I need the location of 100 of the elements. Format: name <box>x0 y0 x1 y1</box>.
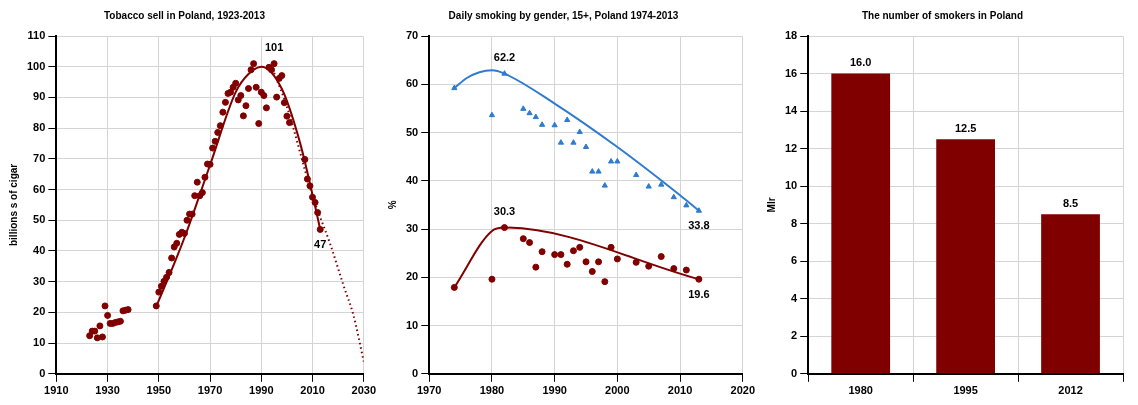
bar <box>936 139 995 374</box>
chart-title: Daily smoking by gender, 15+, Poland 1974-2013 <box>448 9 679 21</box>
point <box>632 258 640 266</box>
chart-title: Tobacco sell in Poland, 1923-2013 <box>104 9 266 21</box>
y-tick-label: 6 <box>791 254 798 267</box>
y-axis-title: billions s of cigar <box>7 163 19 247</box>
y-tick-label: 12 <box>784 141 798 154</box>
point <box>488 275 496 283</box>
y-tick-label: 0 <box>791 366 798 379</box>
y-tick-label: 10 <box>33 336 46 349</box>
point <box>614 157 621 164</box>
y-tick-label: 8 <box>791 216 798 229</box>
x-tick-label: 1980 <box>479 384 505 397</box>
y-tick-label: 40 <box>405 173 419 186</box>
point <box>576 243 584 251</box>
annotation: 101 <box>264 41 284 54</box>
point <box>657 253 665 261</box>
y-tick-label: 16 <box>784 66 798 79</box>
annotation: 30.3 <box>493 205 516 218</box>
x-tick-label: 1990 <box>249 384 274 397</box>
annotation: 62.2 <box>493 51 516 64</box>
point <box>595 168 602 174</box>
y-tick-label: 0 <box>412 366 419 379</box>
y-tick-label: 10 <box>405 318 419 331</box>
annotation: 47 <box>314 238 327 250</box>
x-tick-label: 1995 <box>953 384 978 397</box>
point <box>601 182 608 188</box>
y-tick-label: 0 <box>39 366 46 379</box>
point <box>633 171 640 177</box>
x-tick-label: 1970 <box>197 384 223 397</box>
point <box>526 239 534 247</box>
point <box>519 235 527 243</box>
data-label: 16.0 <box>849 56 872 69</box>
point <box>569 247 577 255</box>
y-tick-label: 70 <box>405 29 419 42</box>
y-tick-label: 50 <box>33 213 46 226</box>
point <box>532 263 540 271</box>
point <box>683 201 690 208</box>
x-tick-label: 1990 <box>542 384 567 397</box>
x-tick-label: 2010 <box>667 384 693 397</box>
point <box>570 139 577 145</box>
point <box>607 157 615 164</box>
bar <box>831 73 891 374</box>
x-tick-label: 2010 <box>300 384 325 397</box>
x-tick-label: 1930 <box>95 384 120 397</box>
x-tick-label: 1910 <box>44 384 69 397</box>
y-tick-label: 30 <box>33 274 46 287</box>
y-tick-label: 100 <box>26 59 46 72</box>
point <box>582 143 590 149</box>
x-tick-label: 1980 <box>848 384 873 397</box>
y-tick-label: 18 <box>784 29 798 42</box>
point <box>551 251 559 259</box>
point <box>670 193 677 200</box>
y-tick-label: 14 <box>784 104 799 117</box>
point <box>582 258 590 266</box>
point <box>450 283 458 291</box>
y-tick-label: 20 <box>33 305 46 318</box>
y-tick-label: 60 <box>33 182 46 195</box>
x-tick-label: 1950 <box>146 384 172 397</box>
y-tick-label: 110 <box>27 29 46 42</box>
point <box>682 266 690 274</box>
x-tick-label: 2000 <box>605 384 630 397</box>
point <box>520 105 527 111</box>
point <box>557 251 565 259</box>
x-tick-label: 2020 <box>730 384 756 397</box>
x-tick-label: 2012 <box>1058 384 1083 397</box>
y-tick-label: 50 <box>405 125 419 138</box>
point <box>576 128 583 135</box>
y-tick-label: 10 <box>784 179 798 192</box>
point <box>695 207 702 213</box>
point <box>595 258 603 266</box>
point <box>488 111 496 118</box>
point <box>551 121 558 128</box>
point <box>658 181 665 187</box>
point <box>670 265 678 273</box>
point <box>532 113 539 120</box>
point <box>645 183 652 189</box>
annotation: 33.8 <box>688 219 710 232</box>
y-tick-label: 80 <box>33 121 46 134</box>
y-tick-label: 90 <box>33 90 46 103</box>
annotation: 19.6 <box>688 287 710 300</box>
y-tick-label: 40 <box>33 243 46 256</box>
chart-title: The number of smokers in Poland <box>861 9 1024 21</box>
point <box>588 268 596 275</box>
point <box>601 278 609 286</box>
point <box>557 139 565 145</box>
y-tick-label: 60 <box>405 77 419 90</box>
y-axis-title: % <box>386 200 398 210</box>
data-label: 8.5 <box>1062 196 1079 209</box>
y-axis-title: Mlr <box>765 197 777 213</box>
point <box>589 168 596 174</box>
bar <box>1041 214 1100 374</box>
y-tick-label: 20 <box>405 270 419 283</box>
point <box>538 248 546 256</box>
data-label: 12.5 <box>954 121 977 134</box>
x-tick-label: 2030 <box>351 384 377 397</box>
y-tick-label: 2 <box>791 329 798 342</box>
point <box>539 121 546 127</box>
point <box>613 255 621 263</box>
y-tick-label: 30 <box>405 222 419 235</box>
